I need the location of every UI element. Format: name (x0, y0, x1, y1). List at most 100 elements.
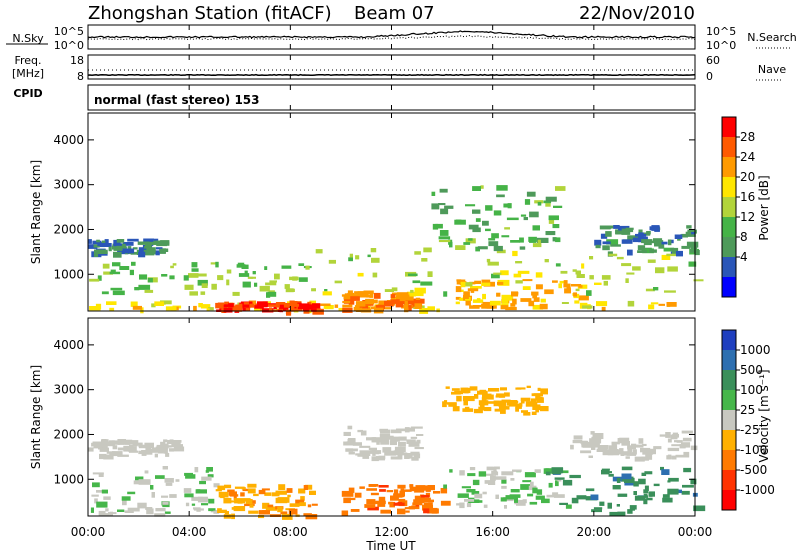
heatmap-cell (444, 205, 454, 209)
heatmap-cell (396, 292, 409, 296)
heatmap-cell (88, 239, 92, 244)
heatmap-cell (384, 435, 394, 440)
heatmap-cell (92, 482, 100, 488)
heatmap-cell (596, 448, 608, 452)
heatmap-cell (670, 247, 679, 252)
heatmap-cell (98, 513, 110, 516)
heatmap-cell (500, 497, 507, 502)
heatmap-cell (555, 237, 561, 243)
heatmap-cell (269, 307, 273, 312)
heatmap-cell (462, 396, 475, 402)
y-tick-label: 4000 (53, 338, 84, 352)
heatmap-cell (490, 475, 496, 481)
heatmap-cell (254, 282, 258, 287)
heatmap-cell (228, 305, 238, 311)
heatmap-cell (102, 444, 107, 448)
heatmap-cell (414, 251, 421, 255)
heatmap-cell (169, 494, 177, 498)
heatmap-cell (404, 307, 409, 313)
heatmap-cell (449, 469, 453, 473)
heatmap-cell (91, 494, 99, 497)
heatmap-cell (576, 495, 587, 500)
heatmap-cell (284, 284, 290, 289)
heatmap-cell (132, 247, 138, 250)
heatmap-cell (185, 474, 196, 479)
heatmap-cell (632, 237, 643, 243)
heatmap-cell (320, 303, 331, 306)
heatmap-cell (693, 505, 706, 512)
heatmap-cell (520, 298, 532, 302)
heatmap-cell (405, 453, 413, 459)
heatmap-cell (546, 494, 555, 498)
heatmap-cell (171, 443, 177, 448)
heatmap-cell (512, 298, 517, 305)
heatmap-cell (515, 387, 522, 390)
heatmap-cell (468, 238, 473, 241)
heatmap-cell (459, 502, 465, 509)
velocity-colorbar-label: Velocity [m s⁻¹] (757, 369, 771, 462)
heatmap-cell (496, 292, 501, 297)
heatmap-cell (467, 473, 476, 477)
heatmap-cell (483, 504, 488, 508)
heatmap-cell (448, 402, 457, 407)
heatmap-cell (551, 467, 563, 473)
heatmap-cell (438, 240, 451, 243)
heatmap-cell (685, 231, 696, 237)
heatmap-cell (440, 208, 449, 215)
heatmap-cell (537, 202, 542, 206)
heatmap-cell (629, 505, 637, 510)
heatmap-cell (380, 438, 390, 445)
power-heatmap (88, 185, 704, 316)
heatmap-cell (104, 439, 109, 442)
heatmap-cell (600, 233, 608, 239)
heatmap-cell (211, 283, 217, 290)
heatmap-cell (427, 271, 433, 277)
heatmap-cell (347, 438, 356, 443)
heatmap-cell (577, 284, 588, 289)
heatmap-cell (575, 270, 581, 275)
heatmap-cell (91, 442, 95, 447)
heatmap-cell (233, 494, 237, 500)
heatmap-cell (295, 499, 305, 505)
heatmap-cell (293, 301, 298, 307)
heatmap-cell (244, 270, 248, 276)
heatmap-cell (425, 492, 431, 497)
heatmap-cell (232, 291, 240, 296)
heatmap-cell (234, 486, 245, 489)
heatmap-cell (658, 303, 665, 306)
heatmap-cell (139, 274, 148, 280)
heatmap-cell (399, 446, 406, 453)
heatmap-cell (552, 280, 558, 283)
heatmap-cell (191, 496, 203, 501)
heatmap-cell (122, 248, 135, 254)
heatmap-cell (423, 247, 432, 253)
heatmap-cell (688, 261, 697, 267)
heatmap-cell (109, 271, 121, 275)
heatmap-cell (420, 281, 433, 286)
colorbar-segment (722, 197, 736, 218)
heatmap-cell (654, 225, 660, 232)
heatmap-cell (128, 450, 138, 453)
heatmap-cell (681, 490, 690, 495)
heatmap-cell (576, 274, 585, 278)
heatmap-cell (504, 505, 507, 509)
heatmap-cell (529, 501, 538, 505)
heatmap-cell (359, 450, 371, 456)
heatmap-cell (474, 280, 481, 284)
heatmap-cell (467, 288, 479, 292)
heatmap-cell (112, 451, 123, 457)
heatmap-cell (621, 441, 630, 446)
heatmap-cell (553, 205, 563, 208)
heatmap-cell (155, 250, 160, 256)
heatmap-cell (94, 498, 98, 504)
heatmap-cell (431, 203, 440, 210)
heatmap-cell (540, 388, 548, 395)
heatmap-cell (208, 307, 214, 311)
heatmap-cell (605, 231, 612, 237)
colorbar-tick-label: 8 (740, 230, 748, 244)
date-label: 22/Nov/2010 (579, 3, 695, 24)
heatmap-cell (245, 308, 250, 311)
heatmap-cell (523, 217, 528, 221)
heatmap-cell (591, 509, 602, 513)
heatmap-cell (520, 397, 531, 402)
